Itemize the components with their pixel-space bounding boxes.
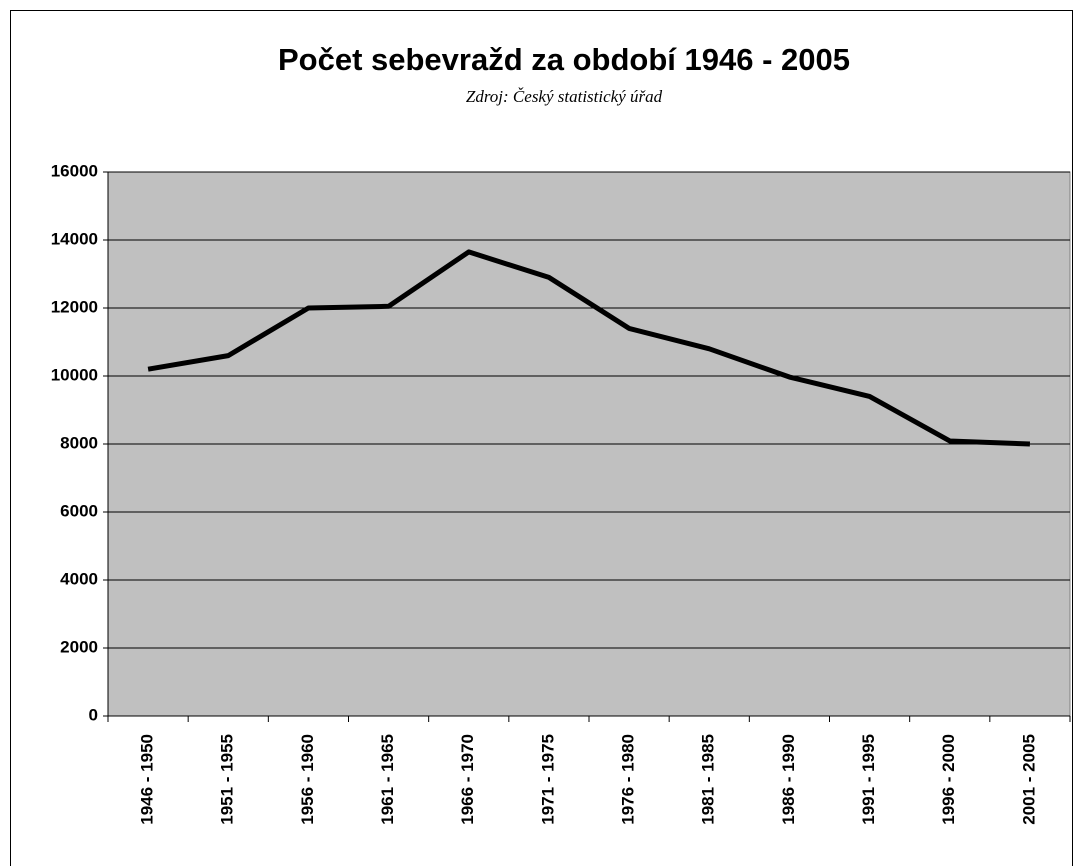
data-line	[147, 249, 1031, 447]
x-tick-label: 1951 - 1955	[218, 734, 237, 825]
x-tick-label: 1946 - 1950	[138, 734, 157, 825]
x-tick-label: 1976 - 1980	[619, 734, 638, 825]
y-tick-label: 6000	[60, 501, 98, 520]
y-tick-label: 14000	[51, 229, 98, 248]
y-tick-label: 12000	[51, 297, 98, 316]
chart-title: Počet sebevražd za období 1946 - 2005	[278, 42, 850, 77]
x-tick-label: 1981 - 1985	[699, 734, 718, 825]
x-tick-label: 1971 - 1975	[538, 734, 557, 825]
y-tick-label: 16000	[51, 161, 98, 180]
x-tick-label: 1991 - 1995	[859, 734, 878, 825]
x-tick-label: 1996 - 2000	[939, 734, 958, 825]
x-tick-label: 1966 - 1970	[458, 734, 477, 825]
y-tick-label: 0	[89, 705, 98, 724]
y-tick-label: 10000	[51, 365, 98, 384]
x-tick-label: 1986 - 1990	[779, 734, 798, 825]
x-tick-label: 1956 - 1960	[298, 734, 317, 825]
y-tick-label: 2000	[60, 637, 98, 656]
y-tick-label: 4000	[60, 569, 98, 588]
chart-subtitle: Zdroj: Český statistický úřad	[466, 87, 663, 106]
x-tick-label: 1961 - 1965	[378, 734, 397, 825]
x-tick-label: 2001 - 2005	[1019, 734, 1038, 825]
y-tick-label: 8000	[60, 433, 98, 452]
